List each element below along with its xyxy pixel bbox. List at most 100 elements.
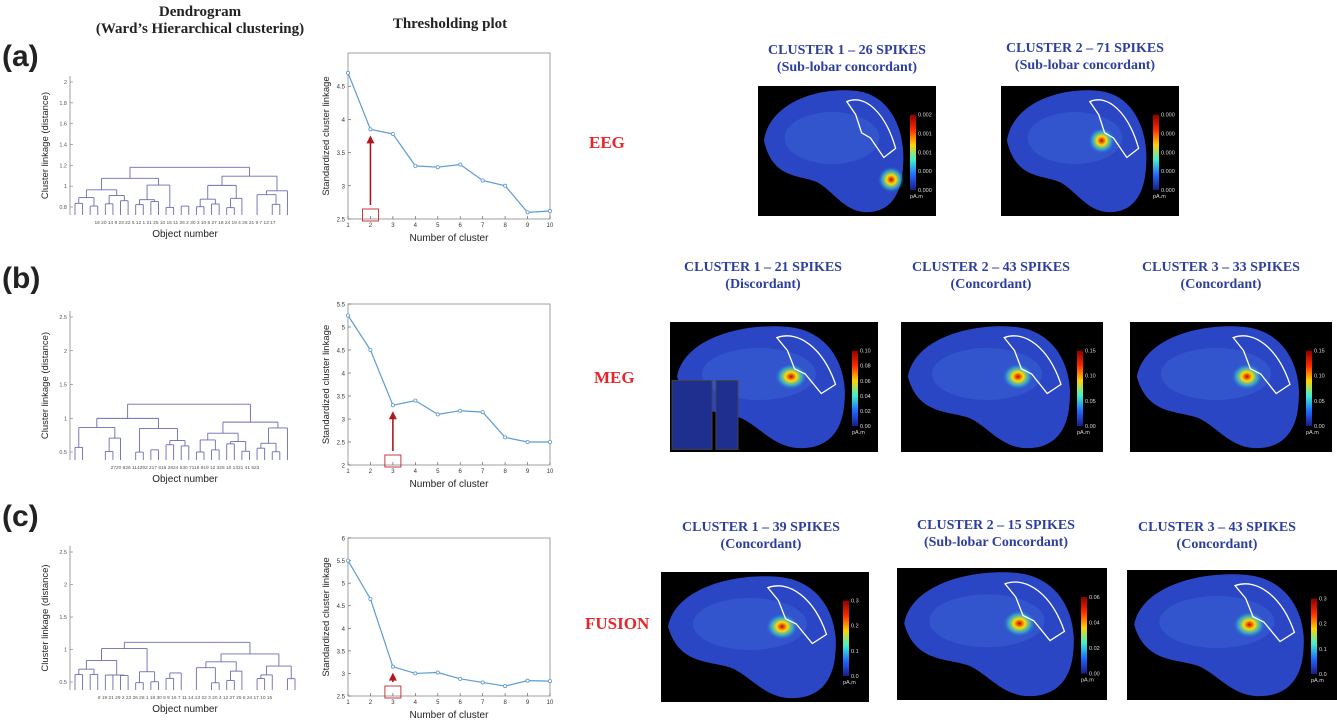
colorbar-tick-label: 0.3 [851,599,859,605]
y-axis-label: Cluster linkage (distance) [40,564,51,671]
y-axis-label: Cluster linkage (distance) [40,92,51,199]
plot-frame [347,52,551,220]
colorbar-tick-label: 0.05 [1085,399,1096,405]
dendrogram-c: 0.5 1 1.5 2 2.5 8 19 21 29 2 23 26 28 1 18 30… [40,546,296,715]
colorbar [910,114,916,190]
colorbar-tick-label: 0.05 [1314,399,1325,405]
brain-map-c3: 0.3 0.2 0.1 0.0 pA.m [1127,570,1337,700]
data-point [368,127,373,132]
x-tick-label: 2 [369,223,373,229]
cluster-title-c1-sub: (Concordant) [720,537,802,552]
x-tick-label: 2 [369,469,373,475]
y-tick-label: 5 [342,582,346,588]
x-axis-label: Object number [152,704,218,715]
data-point [390,664,395,669]
y-tick-label: 5.5 [337,303,346,309]
threshold-plot-c: 2.5 3 3.5 4 4.5 5 5.5 6 1 2 3 4 5 6 7 8 9 10 Number of clu… [321,537,554,722]
modality-meg: MEG [594,368,635,387]
x-axis-label: Number of cluster [410,710,490,721]
x-tick-label: 9 [526,469,530,475]
data-point [547,679,552,684]
y-tick-label: 2.5 [337,218,346,224]
x-tick-label: 9 [526,700,530,706]
y-tick-label: 2.5 [337,695,346,701]
colorbar-tick-label: 0.000 [1161,131,1175,137]
colorbar-tick-label: 0.02 [1089,646,1100,652]
data-point [458,162,463,167]
colorbar-tick-label: 0.04 [1089,621,1100,627]
cluster-title-a2-sub: (Sub-lobar concordant) [1014,58,1156,73]
x-tick-label: 4 [414,700,418,706]
activation-hotspot [766,613,799,640]
data-point [480,680,485,685]
y-tick-label: 3 [342,418,346,424]
y-tick-label: 2.5 [59,550,67,556]
y-axis-label: Cluster linkage (distance) [40,332,51,439]
x-tick-label: 6 [459,700,463,706]
x-tick-label: 7 [481,223,485,229]
colorbar-tick-label: 0.1 [1319,647,1327,653]
roi-outline [766,585,828,645]
colorbar-tick-label: 0.000 [1161,188,1175,194]
cluster-title-c2: CLUSTER 2 – 15 SPIKES (Sub-lobar Concord… [896,517,1096,551]
colorbar-tick-label: 0.06 [1089,595,1100,601]
y-tick-label: 1.4 [59,143,67,149]
x-tick-label: 5 [436,469,440,475]
colorbar-tick-label: 0.02 [860,409,871,415]
colorbar [1311,598,1317,674]
y-tick-label: 3.5 [337,151,346,157]
colorbar-unit: pA.m [1306,430,1319,436]
data-point [525,439,530,444]
cluster-title-c2-sub: (Sub-lobar Concordant) [923,535,1069,550]
data-point [503,684,508,689]
colorbar [1153,114,1159,190]
colorbar-tick-label: 0.00 [1314,424,1325,430]
colorbar-tick-label: 0.000 [1161,150,1175,156]
activation-hotspot [1233,611,1266,638]
colorbar-tick-label: 0.00 [1085,424,1096,430]
x-tick-label: 10 [547,469,554,475]
y-tick-label: 5.5 [337,559,346,565]
x-tick-label: 10 [547,223,554,229]
selected-arrow-head [388,672,397,681]
x-tick-label: 6 [459,469,463,475]
cluster-title-c3-main: CLUSTER 3 – 43 SPIKES [1138,520,1296,535]
x-tick-label: 3 [391,223,395,229]
data-point [480,178,485,183]
cluster-title-a1-main: CLUSTER 1 – 26 SPIKES [768,43,926,58]
colorbar-tick-label: 0.0 [851,674,859,680]
colorbar [1306,350,1312,426]
x-tick-label: 7 [481,469,485,475]
brain-map-a2: 0.000 0.000 0.000 0.000 0.000 pA.m [1001,86,1179,216]
y-tick-label: 4 [342,372,346,378]
colorbar-tick-label: 0.002 [918,113,932,119]
data-point [390,132,395,137]
colorbar-tick-label: 0.000 [918,169,932,175]
data-point [525,210,530,215]
data-point [368,348,373,353]
colorbar [852,350,858,426]
inset-view-2 [715,380,739,450]
y-tick-label: 2 [64,583,67,589]
y-tick-label: 2.5 [59,315,67,321]
data-point [413,398,418,403]
cluster-title-c3-sub: (Concordant) [1176,537,1258,552]
y-tick-label: 4 [342,627,346,633]
data-point [525,678,530,683]
y-tick-label: 3.5 [337,649,346,655]
cluster-title-a1: CLUSTER 1 – 26 SPIKES (Sub-lobar concord… [752,42,942,76]
threshold-plot-a: 2.5 3 3.5 4 4.5 1 2 3 4 5 6 7 8 9 10 Number of cluster S… [321,52,554,244]
y-tick-label: 4.5 [337,604,346,610]
y-tick-label: 2 [342,464,346,470]
cluster-title-b3-main: CLUSTER 3 – 33 SPIKES [1142,260,1300,275]
brain-shading [784,112,880,164]
colorbar-tick-label: 0.00 [860,424,871,430]
roi-outline [1003,581,1066,642]
x-tick-label: 6 [459,223,463,229]
x-tick-label: 7 [481,700,485,706]
data-point [345,70,350,75]
modality-fusion: FUSION [585,614,650,633]
x-tick-label: 1 [346,469,350,475]
colorbar-tick-label: 0.10 [1085,374,1096,380]
